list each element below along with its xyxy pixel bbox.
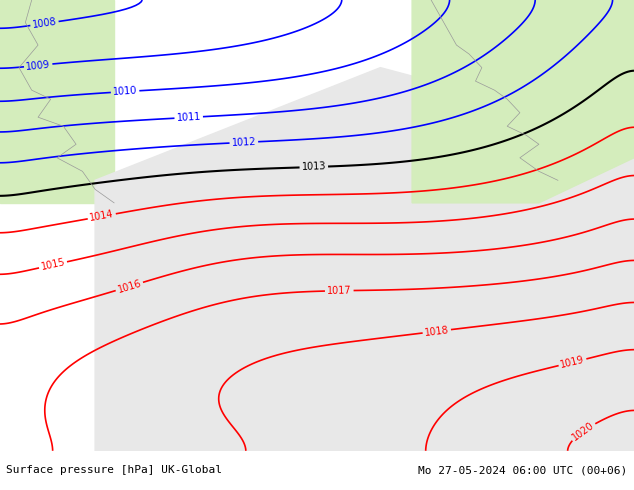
Text: 1008: 1008 xyxy=(32,17,57,30)
Text: 1012: 1012 xyxy=(231,137,256,148)
Text: 1011: 1011 xyxy=(176,112,201,123)
Text: 1014: 1014 xyxy=(89,209,115,223)
Text: 1020: 1020 xyxy=(570,420,596,442)
Polygon shape xyxy=(412,0,634,203)
Text: 1019: 1019 xyxy=(559,355,586,370)
Text: 1009: 1009 xyxy=(25,59,51,72)
Text: 1018: 1018 xyxy=(424,325,450,338)
Text: Mo 27-05-2024 06:00 UTC (00+06): Mo 27-05-2024 06:00 UTC (00+06) xyxy=(418,466,628,475)
Text: 1010: 1010 xyxy=(113,86,138,98)
Polygon shape xyxy=(95,68,634,451)
Text: Surface pressure [hPa] UK-Global: Surface pressure [hPa] UK-Global xyxy=(6,466,223,475)
Text: 1015: 1015 xyxy=(40,257,66,272)
Text: 1017: 1017 xyxy=(327,286,352,296)
Text: 1013: 1013 xyxy=(301,162,327,172)
Text: 1016: 1016 xyxy=(116,278,143,295)
Polygon shape xyxy=(0,0,114,203)
